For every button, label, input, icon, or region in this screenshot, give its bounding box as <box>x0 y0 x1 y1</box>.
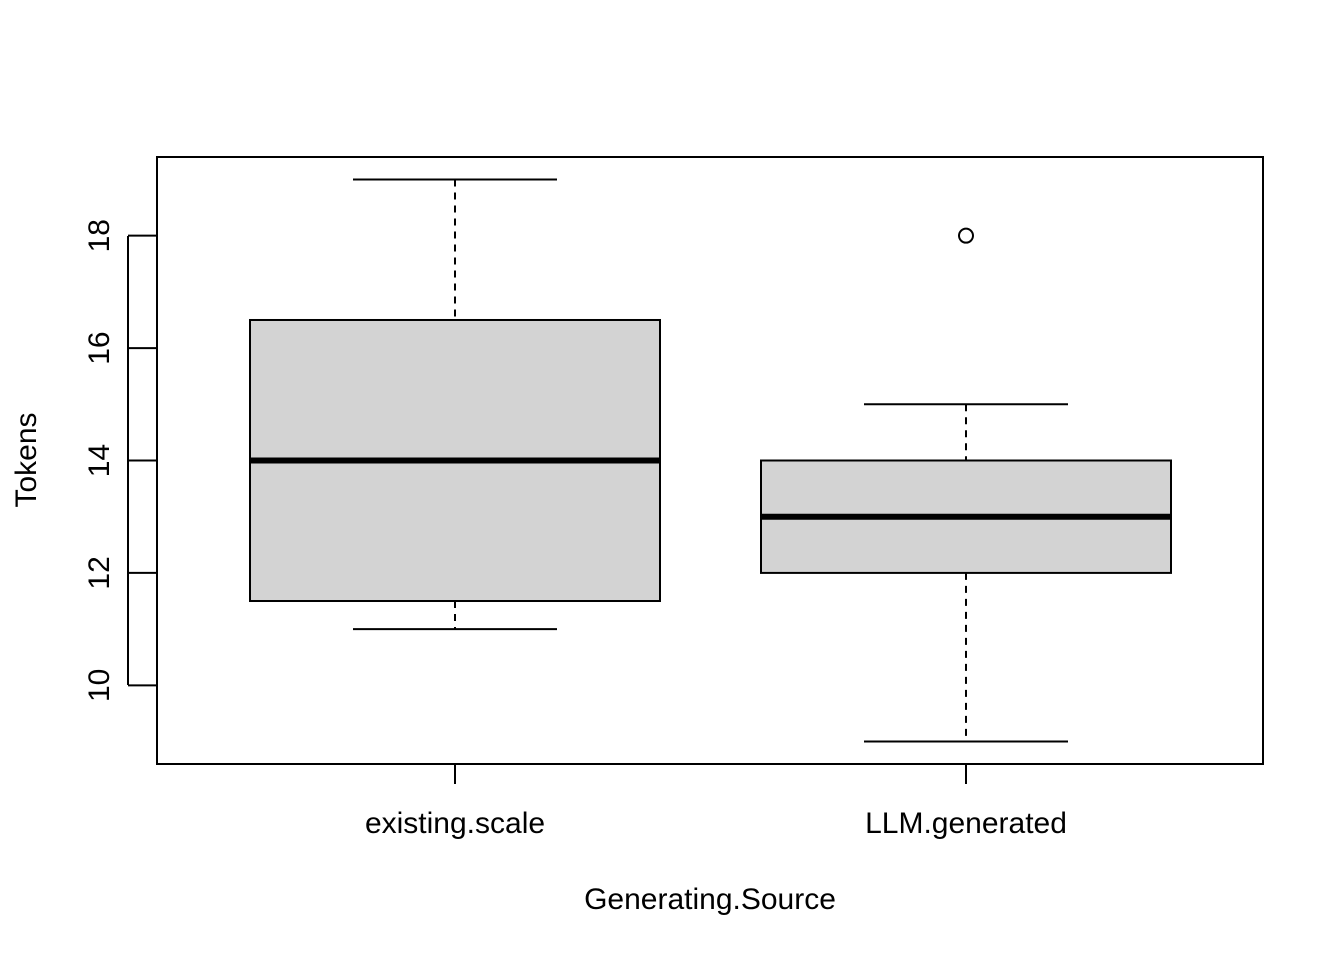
y-tick-label: 14 <box>83 444 116 477</box>
x-axis: existing.scale LLM.generated <box>365 764 1067 840</box>
outlier-point <box>958 227 974 244</box>
box-group <box>249 178 661 631</box>
y-tick-label: 18 <box>83 219 116 252</box>
y-axis: 10 12 14 16 18 <box>83 219 157 702</box>
x-tick-label: LLM.generated <box>865 807 1067 840</box>
y-tick-label: 12 <box>83 556 116 589</box>
y-tick-label: 10 <box>83 669 116 702</box>
box-group <box>760 227 1172 743</box>
chart-marks <box>249 178 1172 743</box>
y-tick-label: 16 <box>83 331 116 364</box>
x-axis-title: Generating.Source <box>584 883 836 916</box>
x-tick-label: existing.scale <box>365 807 545 840</box>
y-axis-title: Tokens <box>10 412 43 507</box>
